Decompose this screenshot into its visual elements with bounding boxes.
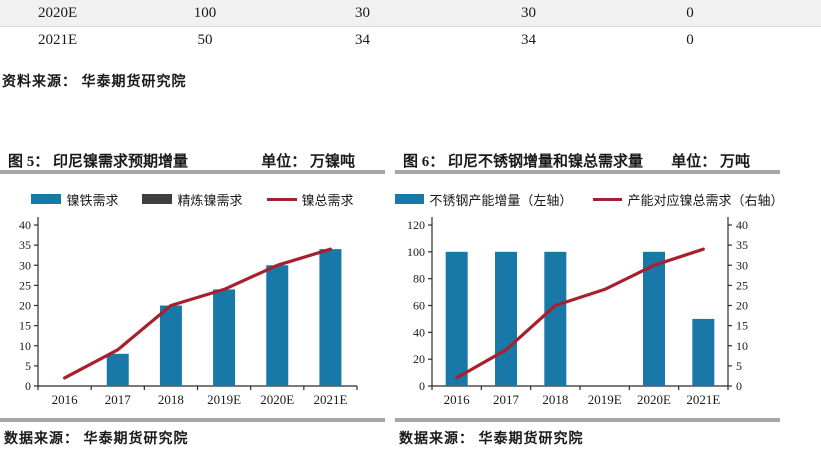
svg-text:2016: 2016 bbox=[444, 392, 471, 407]
legend-label: 产能对应镍总需求（右轴） bbox=[627, 192, 784, 208]
svg-text:5: 5 bbox=[25, 359, 31, 373]
svg-text:25: 25 bbox=[736, 278, 748, 292]
figure5-header: 图 5： 印尼镍需求预期增量 单位： 万镍吨 bbox=[0, 148, 385, 170]
svg-text:2020E: 2020E bbox=[260, 392, 294, 407]
legend-label: 精炼镍需求 bbox=[177, 192, 243, 208]
svg-text:2016: 2016 bbox=[52, 392, 79, 407]
figure6-title: 图 6： 印尼不锈钢增量和镍总需求量 bbox=[403, 154, 644, 170]
table-row: 2021E 50 34 34 0 bbox=[0, 27, 821, 54]
svg-text:100: 100 bbox=[407, 245, 425, 259]
legend-item: 产能对应镍总需求（右轴） bbox=[593, 190, 784, 209]
figure5-chart: 0 5 10 15 20 25 30 35 40 2016 2017 2018 2019E 2020E 20… bbox=[19, 217, 358, 407]
legend-item: 镍总需求 bbox=[266, 190, 354, 209]
svg-text:40: 40 bbox=[413, 325, 425, 339]
table-cell-value: 34 bbox=[355, 32, 370, 48]
bar-swatch-icon bbox=[142, 194, 173, 204]
svg-text:30: 30 bbox=[19, 258, 31, 272]
line-swatch-icon bbox=[266, 197, 297, 201]
svg-text:0: 0 bbox=[736, 379, 742, 393]
table-cell-value: 50 bbox=[197, 32, 213, 48]
svg-text:20: 20 bbox=[413, 352, 425, 366]
legend-label: 镍铁需求 bbox=[66, 192, 119, 208]
svg-text:0: 0 bbox=[419, 379, 425, 393]
legend-item: 不锈钢产能增量（左轴） bbox=[395, 190, 573, 209]
line-swatch-icon bbox=[593, 197, 623, 201]
figure5-legend: 镍铁需求 精炼镍需求 镍总需求 bbox=[0, 190, 385, 209]
svg-text:60: 60 bbox=[413, 299, 425, 313]
table-source-note: 资料来源： 华泰期货研究院 bbox=[2, 75, 187, 90]
table-cell-year: 2021E bbox=[38, 32, 78, 48]
svg-text:2020E: 2020E bbox=[637, 392, 671, 407]
table-cell-value: 0 bbox=[686, 4, 694, 21]
svg-text:20: 20 bbox=[19, 299, 31, 313]
legend-label: 镍总需求 bbox=[301, 192, 354, 208]
svg-text:10: 10 bbox=[736, 339, 748, 353]
divider bbox=[395, 418, 780, 422]
svg-text:35: 35 bbox=[19, 238, 31, 252]
svg-text:40: 40 bbox=[736, 218, 748, 232]
figure6-source-note: 数据来源： 华泰期货研究院 bbox=[399, 432, 584, 447]
svg-text:2017: 2017 bbox=[493, 392, 520, 407]
svg-text:2018: 2018 bbox=[158, 392, 184, 407]
figure6-legend: 不锈钢产能增量（左轴） 产能对应镍总需求（右轴） bbox=[395, 190, 784, 209]
figure5-source-note: 数据来源： 华泰期货研究院 bbox=[4, 432, 189, 447]
svg-text:2018: 2018 bbox=[542, 392, 568, 407]
table-cell-value: 34 bbox=[521, 32, 536, 48]
bar-swatch-icon bbox=[31, 194, 62, 204]
bar-swatch-icon bbox=[395, 194, 425, 204]
svg-text:2019E: 2019E bbox=[207, 392, 241, 407]
capacity-table: 2020E 100 30 30 0 2021E 50 34 34 0 bbox=[0, 0, 821, 54]
divider bbox=[0, 418, 385, 422]
svg-text:5: 5 bbox=[736, 359, 742, 373]
figure6-panel: 图 6： 印尼不锈钢增量和镍总需求量 单位： 万吨 不锈钢产能增量（左轴） 产能对… bbox=[395, 148, 784, 448]
svg-text:15: 15 bbox=[19, 319, 31, 333]
legend-label: 不锈钢产能增量（左轴） bbox=[429, 192, 573, 208]
svg-text:15: 15 bbox=[736, 319, 748, 333]
svg-text:20: 20 bbox=[736, 299, 748, 313]
divider bbox=[395, 170, 780, 174]
figure5-title: 图 5： 印尼镍需求预期增量 bbox=[8, 154, 189, 170]
table-row: 2020E 100 30 30 0 bbox=[0, 0, 821, 27]
svg-text:2019E: 2019E bbox=[588, 392, 622, 407]
table-cell-year: 2020E bbox=[38, 4, 78, 21]
svg-text:2021E: 2021E bbox=[313, 392, 347, 407]
svg-text:25: 25 bbox=[19, 278, 31, 292]
svg-text:80: 80 bbox=[413, 272, 425, 286]
figure5-panel: 图 5： 印尼镍需求预期增量 单位： 万镍吨 镍铁需求 精炼镍需求 镍总需求 0 5 1… bbox=[0, 148, 385, 448]
figure6-header: 图 6： 印尼不锈钢增量和镍总需求量 单位： 万吨 bbox=[395, 148, 780, 170]
table-cell-value: 30 bbox=[521, 4, 536, 21]
svg-text:10: 10 bbox=[19, 339, 31, 353]
figure6-chart: 0 20 40 60 80 100 120 0 5 10 15 20 25 30 35 40 2016 2017 2… bbox=[407, 217, 748, 407]
svg-text:2017: 2017 bbox=[105, 392, 132, 407]
svg-text:2021E: 2021E bbox=[686, 392, 720, 407]
table-cell-value: 30 bbox=[355, 4, 370, 21]
table-cell-value: 0 bbox=[686, 32, 694, 48]
figure5-unit-label: 单位： 万镍吨 bbox=[261, 154, 355, 170]
legend-item: 镍铁需求 bbox=[31, 190, 118, 209]
svg-text:30: 30 bbox=[736, 258, 748, 272]
svg-text:0: 0 bbox=[25, 379, 31, 393]
figure6-unit-label: 单位： 万吨 bbox=[671, 154, 750, 170]
svg-text:40: 40 bbox=[19, 218, 31, 232]
svg-text:35: 35 bbox=[736, 238, 748, 252]
svg-text:120: 120 bbox=[407, 218, 425, 232]
divider bbox=[0, 170, 385, 174]
table-cell-value: 100 bbox=[193, 4, 217, 21]
legend-item: 精炼镍需求 bbox=[142, 190, 243, 209]
